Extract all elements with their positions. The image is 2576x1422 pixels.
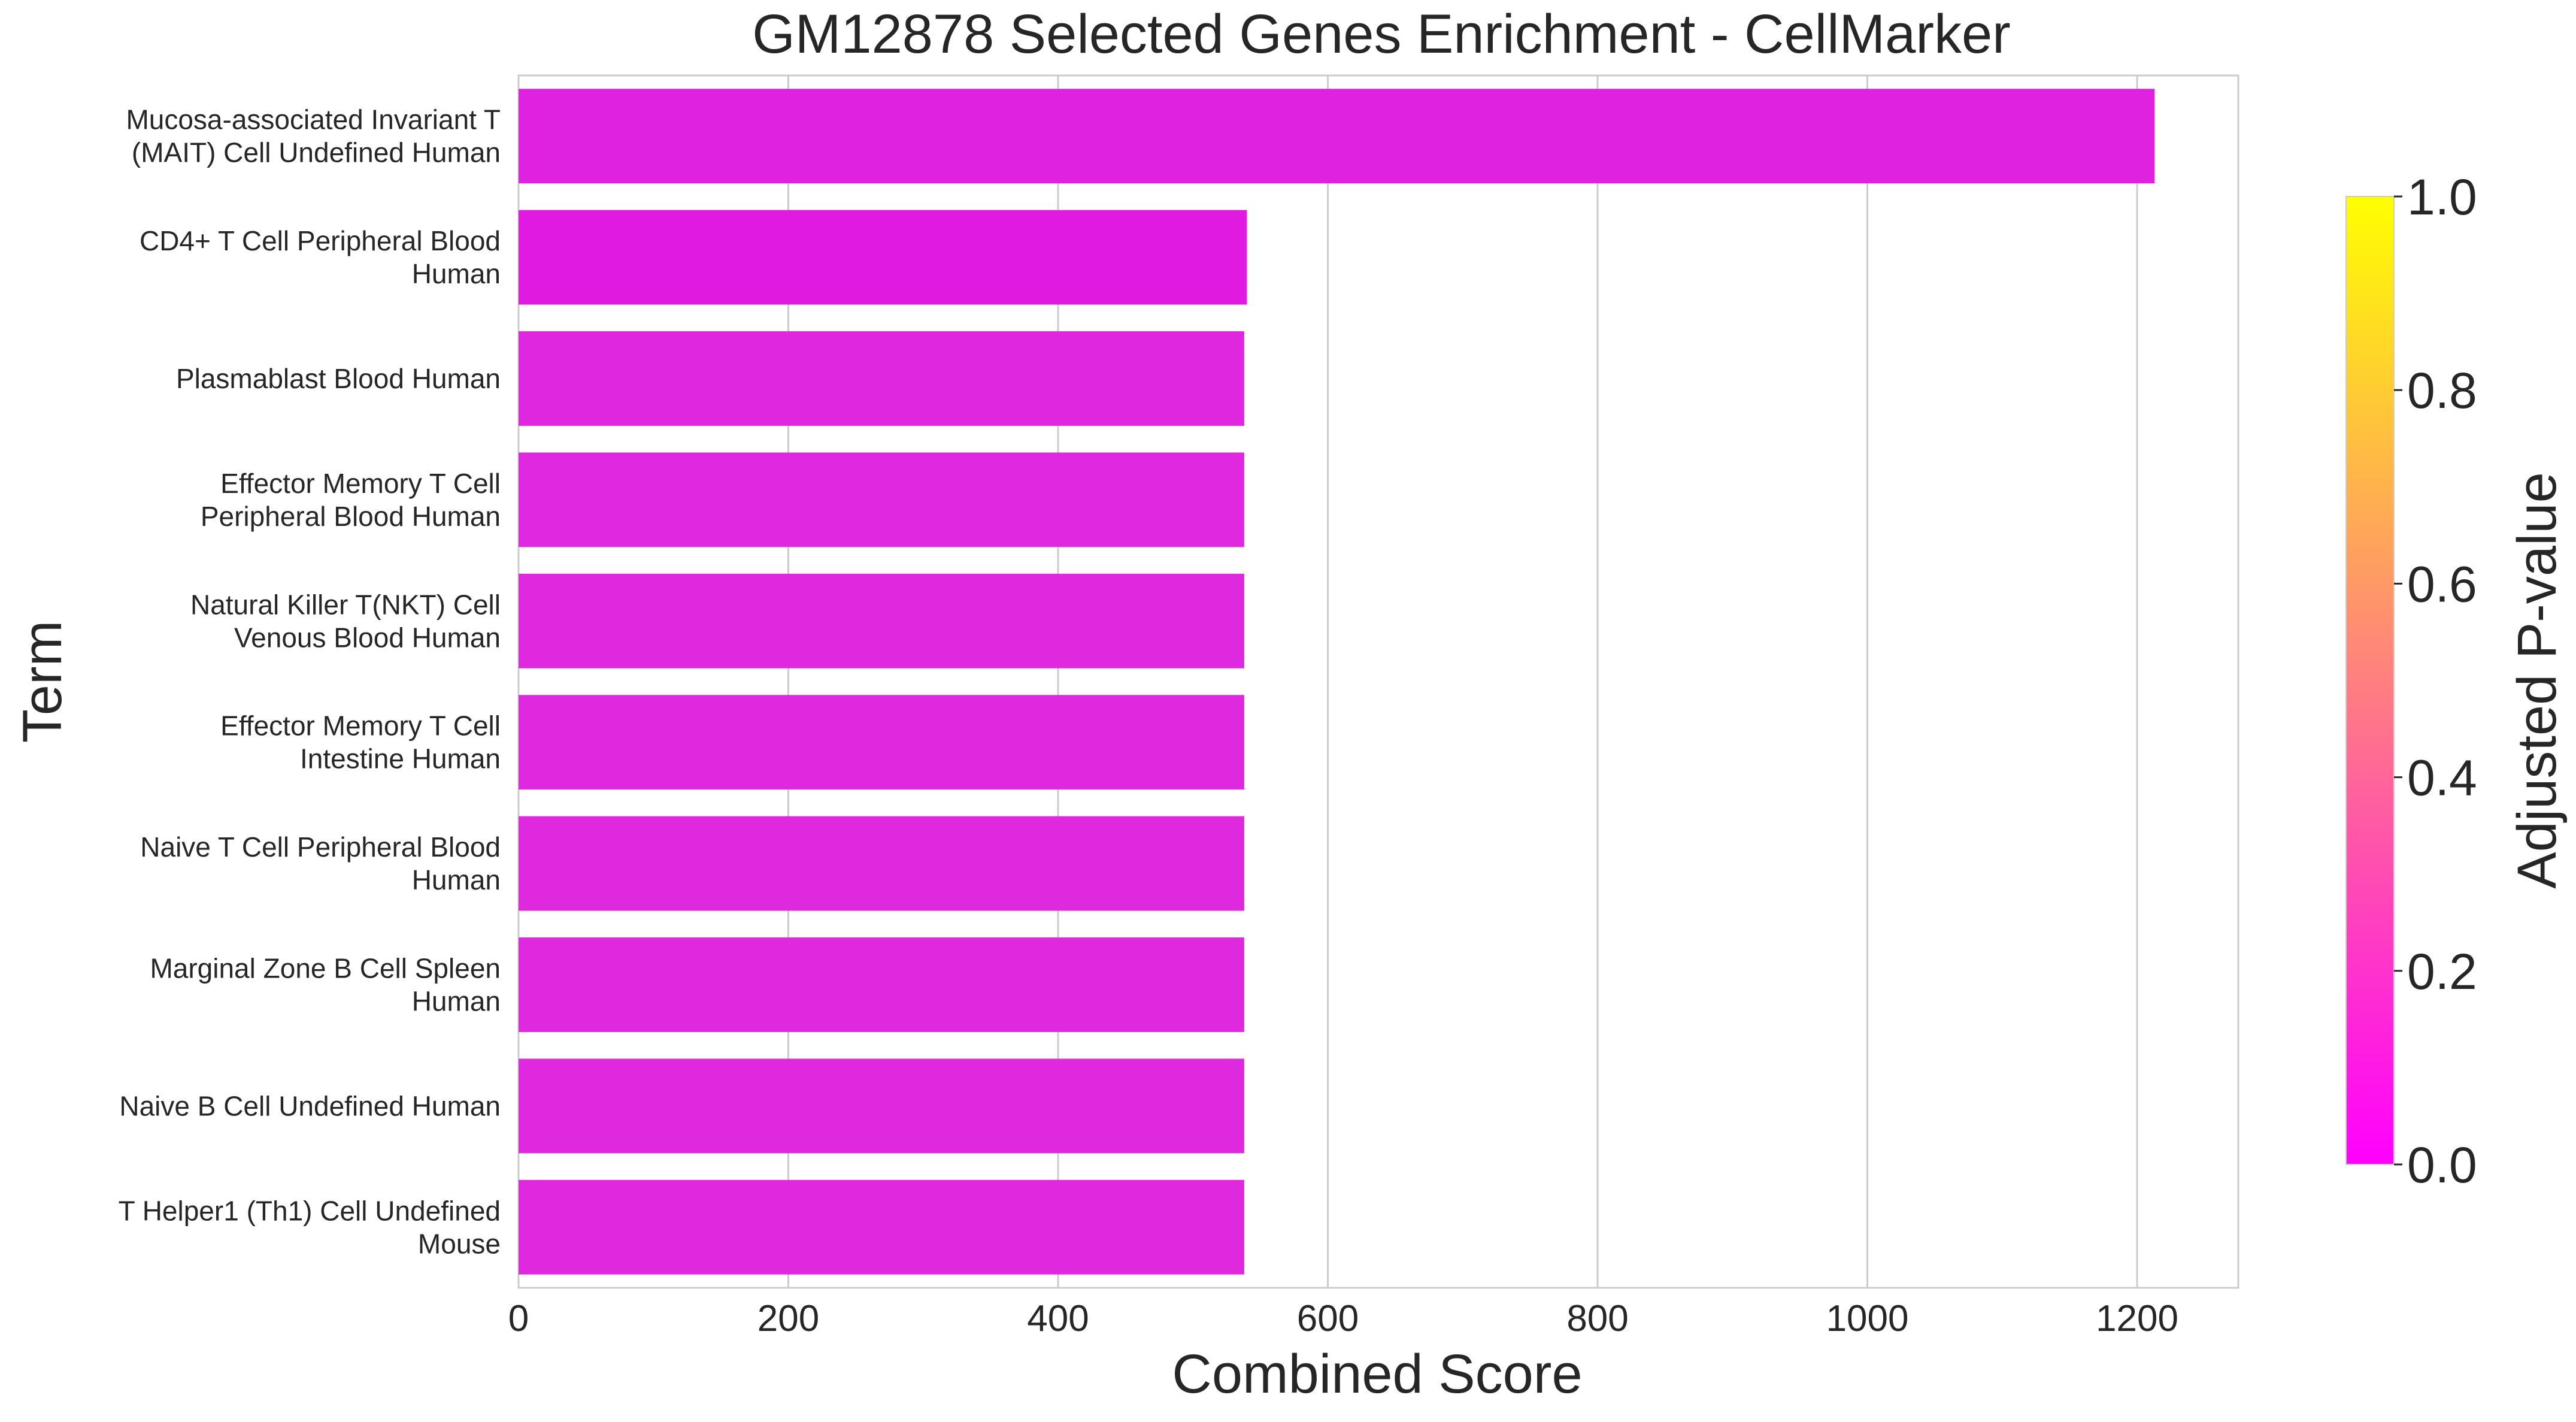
y-tick-label-line: Human [412,986,501,1017]
y-tick-label: Plasmablast Blood Human [176,363,501,394]
y-tick-label-line: Venous Blood Human [234,622,501,653]
x-tick-label: 1200 [2096,1298,2178,1339]
colorbar-tick-label: 0.2 [2407,943,2477,1000]
plot-area-frame [517,74,2239,1289]
y-tick-label: Marginal Zone B Cell Spleen Human [150,953,501,1017]
bar [519,573,1244,668]
y-tick-label: Mucosa-associated Invariant T (MAIT) Cell… [126,104,501,168]
colorbar-tick-labels: 0.0 0.2 0.4 0.6 0.8 1.0 [2394,169,2477,1193]
y-tick-label-line: Naive B Cell Undefined Human [119,1090,501,1121]
bar [519,816,1244,911]
y-axis-label: Term [12,621,73,743]
x-axis-label: Combined Score [1172,1344,1582,1405]
x-tick-label: 1000 [1826,1298,1909,1339]
y-tick-label: Natural Killer T(NKT) Cell Venous Blood H… [190,589,501,653]
colorbar-gradient [2345,196,2395,1165]
colorbar-tick-label: 0.8 [2407,362,2477,419]
y-tick-label-line: Peripheral Blood Human [201,501,501,532]
y-tick-label: Effector Memory T Cell Intestine Human [220,710,501,774]
y-tick-label-line: Human [412,258,501,289]
bar [519,210,1247,305]
y-tick-labels: Mucosa-associated Invariant T (MAIT) Cell… [119,104,501,1260]
colorbar-tick-label: 0.4 [2407,750,2477,806]
colorbar-tick-label: 0.0 [2407,1137,2477,1193]
y-tick-label-line: Mouse [418,1228,501,1259]
bar [519,1179,1244,1275]
colorbar: 0.0 0.2 0.4 0.6 0.8 1.0 Adjusted P-value [2345,169,2568,1193]
y-tick-label: Naive T Cell Peripheral Blood Human [140,831,501,895]
y-tick-label: Effector Memory T Cell Peripheral Blood H… [201,468,501,532]
y-tick-label: Naive B Cell Undefined Human [119,1090,501,1121]
x-tick-label: 0 [508,1298,529,1339]
y-tick-label-line: Human [412,864,501,895]
x-tick-label: 400 [1027,1298,1089,1339]
chart-title: GM12878 Selected Genes Enrichment - Cell… [752,4,2011,65]
bar [519,452,1244,547]
y-tick-label: T Helper1 (Th1) Cell Undefined Mouse [119,1195,501,1259]
colorbar-tick-label: 0.6 [2407,556,2477,612]
y-tick-label: CD4+ T Cell Peripheral Blood Human [140,225,501,289]
y-tick-label-line: Naive T Cell Peripheral Blood [140,831,501,863]
y-tick-label-line: Intestine Human [300,743,501,774]
y-tick-label-line: Natural Killer T(NKT) Cell [190,589,501,620]
y-tick-label-line: (MAIT) Cell Undefined Human [132,137,501,168]
bar [519,89,2155,184]
x-tick-label: 200 [757,1298,819,1339]
colorbar-tick-label: 1.0 [2407,169,2477,225]
bar [519,937,1244,1032]
x-tick-label: 600 [1297,1298,1359,1339]
bar [519,695,1244,790]
y-tick-label-line: Effector Memory T Cell [220,710,501,742]
colorbar-label: Adjusted P-value [2507,472,2568,889]
y-tick-label-line: Mucosa-associated Invariant T [126,104,501,135]
x-tick-labels: 0 200 400 600 800 1000 1200 [508,1298,2178,1339]
bar [519,1058,1244,1154]
y-tick-label-line: Effector Memory T Cell [220,468,501,499]
x-tick-label: 800 [1566,1298,1628,1339]
y-tick-label-line: CD4+ T Cell Peripheral Blood [140,225,501,256]
y-tick-label-line: T Helper1 (Th1) Cell Undefined [119,1195,501,1226]
y-tick-label-line: Marginal Zone B Cell Spleen [150,953,501,984]
y-tick-label-line: Plasmablast Blood Human [176,363,501,394]
bar [519,331,1244,426]
bars [519,89,2155,1275]
